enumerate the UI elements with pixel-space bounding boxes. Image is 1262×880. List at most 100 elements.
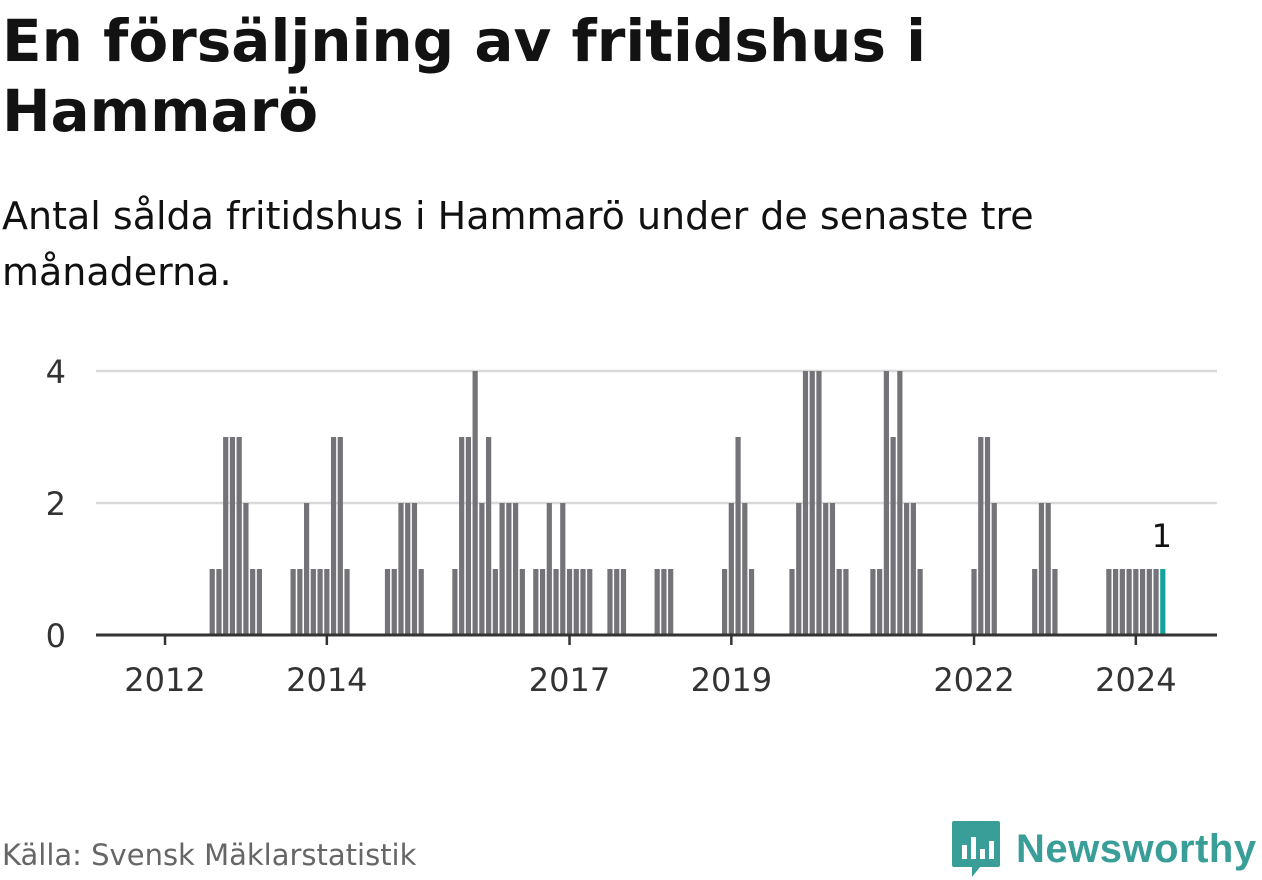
bar	[971, 569, 977, 635]
bar	[654, 569, 660, 635]
bar	[324, 569, 330, 635]
bar	[1045, 503, 1051, 635]
bar	[566, 569, 573, 635]
bar	[256, 569, 263, 635]
bar	[304, 503, 310, 635]
bar	[789, 569, 795, 635]
bar	[661, 569, 667, 635]
bar	[991, 503, 997, 635]
bar	[418, 569, 424, 635]
bar	[843, 569, 849, 635]
bar	[465, 437, 472, 635]
y-tick-label: 2	[46, 485, 66, 523]
bar	[486, 437, 492, 635]
bar	[1133, 569, 1139, 635]
bar	[209, 569, 215, 635]
bar	[344, 569, 350, 635]
bar-chart: 0 2 4 2012 2014 2017 2019 2022 2024 1	[46, 353, 1217, 699]
bar	[216, 569, 222, 635]
bar	[1153, 569, 1159, 635]
bar	[452, 569, 458, 635]
bar	[1038, 503, 1045, 635]
bar	[512, 503, 519, 635]
bar	[836, 569, 842, 635]
bar	[809, 371, 815, 635]
bar	[796, 503, 802, 635]
bar	[614, 569, 620, 635]
bar	[883, 371, 889, 635]
bar	[1113, 569, 1119, 635]
logo-text: Newsworthy	[1016, 826, 1257, 871]
bar	[910, 503, 916, 635]
bar	[802, 371, 809, 635]
bar	[243, 503, 249, 635]
bar	[391, 569, 397, 635]
bar	[499, 503, 505, 635]
bar	[978, 437, 984, 635]
bar	[560, 503, 566, 635]
y-tick-label: 4	[46, 353, 66, 391]
x-tick-label: 2014	[286, 661, 367, 699]
bar	[917, 569, 923, 635]
chart-subtitle: Antal sålda fritidshus i Hammarö under d…	[2, 194, 1034, 294]
bar	[229, 437, 236, 635]
bar	[1139, 569, 1146, 635]
bar	[728, 503, 734, 635]
x-tick-label: 2017	[529, 661, 610, 699]
bar	[721, 569, 728, 635]
newsworthy-logo-icon	[952, 821, 1000, 877]
bar	[519, 569, 525, 635]
bar	[236, 437, 242, 635]
bar	[1052, 569, 1058, 635]
x-tick-label: 2019	[691, 661, 772, 699]
bar	[533, 569, 539, 635]
bar	[539, 569, 546, 635]
x-tick-label: 2022	[933, 661, 1014, 699]
newsworthy-logo[interactable]: Newsworthy	[950, 818, 1257, 880]
bar	[816, 371, 822, 635]
bar	[748, 569, 755, 635]
bar	[904, 503, 910, 635]
bar	[897, 371, 903, 635]
bar	[472, 371, 478, 635]
bar	[573, 569, 579, 635]
y-tick-label: 0	[46, 617, 66, 655]
bar	[223, 437, 229, 635]
highlight-data-label: 1	[1152, 517, 1172, 555]
source-label: Källa: Svensk Mäklarstatistik	[2, 838, 417, 872]
page-title: En försäljning av fritidshus i Hammarö	[2, 7, 927, 145]
bar	[546, 503, 552, 635]
bar	[620, 569, 627, 635]
bar	[492, 569, 498, 635]
bar	[1146, 569, 1152, 635]
bar	[587, 569, 593, 635]
bar	[890, 437, 896, 635]
bar	[1032, 569, 1038, 635]
x-tick-label: 2024	[1095, 661, 1176, 699]
bar	[1126, 569, 1132, 635]
bar	[479, 503, 485, 635]
bar	[250, 569, 256, 635]
bar	[553, 569, 559, 635]
bar	[330, 437, 337, 635]
bar	[337, 437, 343, 635]
bar	[742, 503, 748, 635]
bar	[870, 569, 876, 635]
bar	[829, 503, 836, 635]
bar	[580, 569, 586, 635]
bar	[459, 437, 465, 635]
bar	[823, 503, 829, 635]
bar	[405, 503, 411, 635]
bar	[290, 569, 296, 635]
bar	[1106, 569, 1112, 635]
bar	[607, 569, 613, 635]
bar	[411, 503, 418, 635]
bar	[384, 569, 391, 635]
bar	[506, 503, 512, 635]
bar	[310, 569, 316, 635]
bar	[877, 569, 883, 635]
bar	[317, 569, 323, 635]
x-tick-label: 2012	[124, 661, 205, 699]
bar	[668, 569, 674, 635]
bar	[1119, 569, 1125, 635]
